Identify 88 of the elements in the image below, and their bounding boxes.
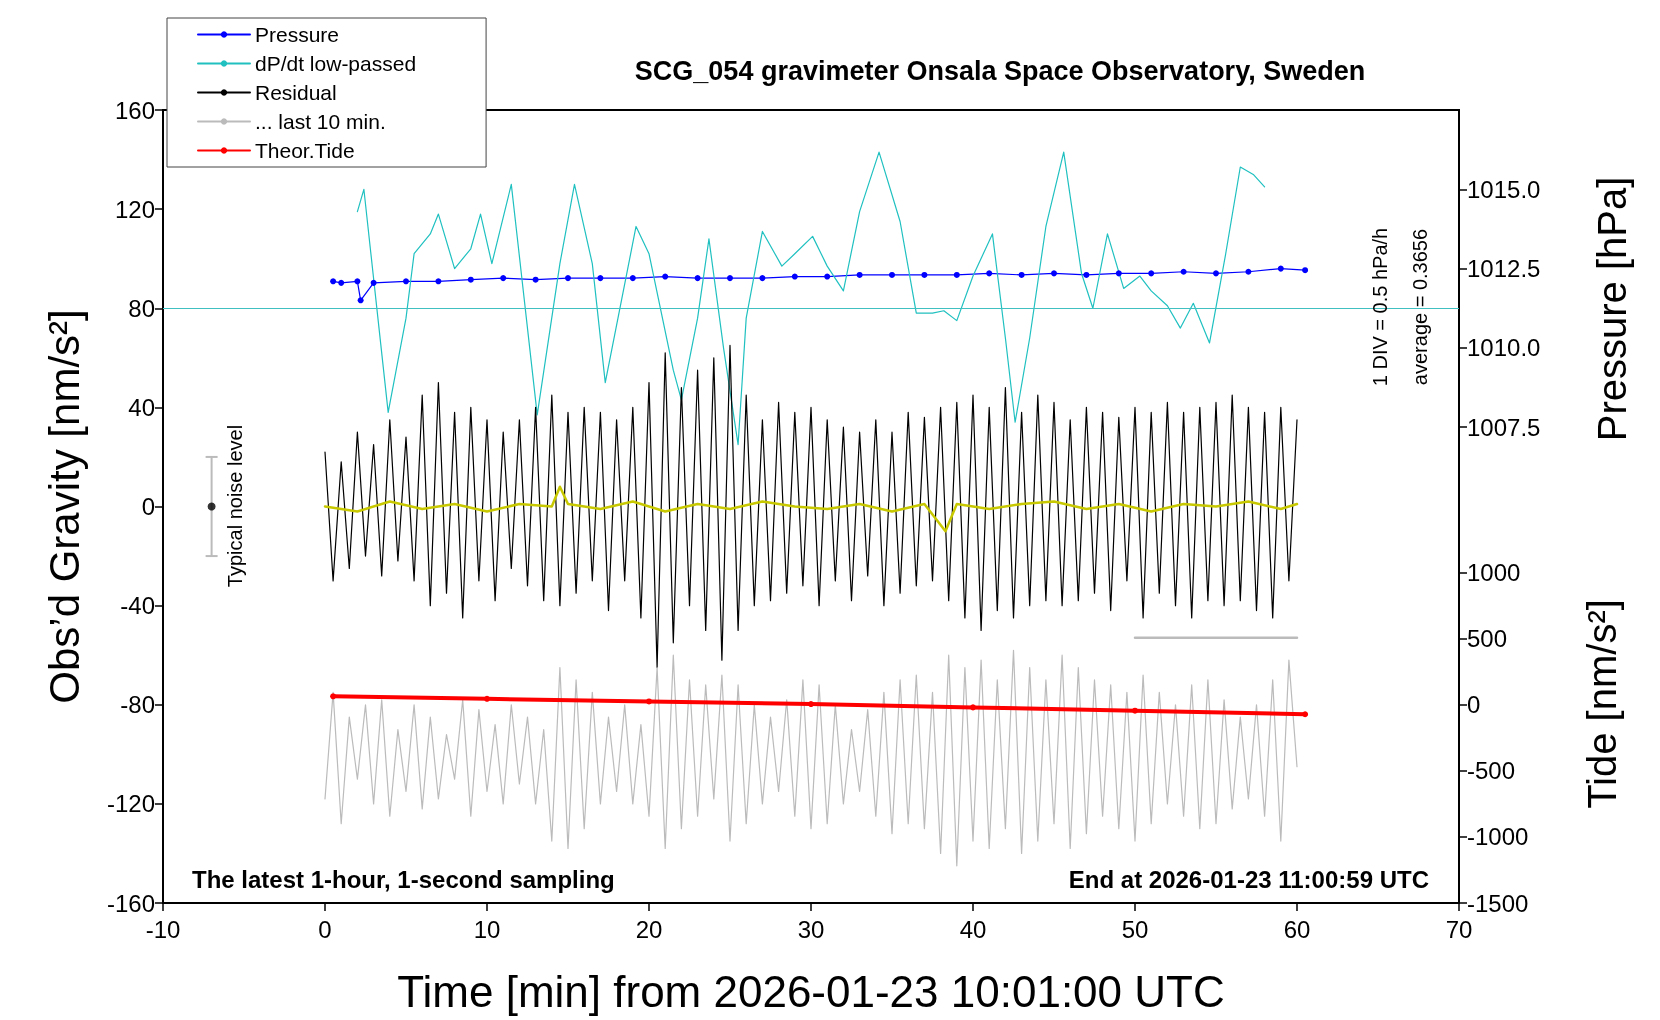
x-tick-label: 30 (797, 915, 825, 943)
line-series (324, 649, 1298, 867)
y-tick-label: -160 (106, 889, 155, 917)
point (1277, 265, 1284, 272)
point (1083, 271, 1090, 278)
annotation: average = 0.3656 (1409, 228, 1431, 386)
y-axis-title: Obs’d Gravity [nm/s²] (40, 309, 88, 704)
y2-axis-title: Pressure [hPa] (1590, 176, 1634, 442)
point (1213, 270, 1219, 277)
legend-label: Theor.Tide (255, 139, 355, 162)
point (435, 278, 442, 285)
y-tick-label: -80 (120, 691, 155, 719)
y2-tick-label: 1007.5 (1467, 413, 1541, 441)
point (370, 279, 377, 286)
x-tick-label: 20 (635, 915, 663, 943)
y-tick-label: -40 (120, 592, 155, 620)
point (467, 276, 474, 283)
y-tick-label: 120 (114, 195, 155, 223)
point (330, 278, 337, 285)
point (759, 275, 766, 282)
point (330, 693, 337, 700)
y-tick-label: -120 (106, 790, 155, 818)
point (403, 278, 409, 285)
x-tick-label: 40 (959, 915, 987, 943)
annotation: Typical noise level (224, 424, 246, 588)
point (662, 273, 669, 280)
x-tick-label: 60 (1283, 915, 1311, 943)
y3-tick-label: -1500 (1467, 889, 1529, 917)
y2-tick-label: 1012.5 (1467, 255, 1541, 283)
point (1132, 707, 1138, 714)
y3-axis-title: Tide [nm/s²] (1580, 599, 1624, 809)
point (1148, 270, 1155, 277)
point (986, 270, 993, 277)
point (808, 701, 814, 708)
annotation: The latest 1-hour, 1-second sampling (192, 865, 615, 893)
point (889, 271, 895, 278)
point (565, 275, 571, 282)
point (727, 275, 733, 282)
x-tick-label: -10 (145, 915, 181, 943)
y3-tick-label: 500 (1467, 625, 1508, 653)
x-axis-title: Time [min] from 2026-01-23 10:01:00 UTC (397, 966, 1225, 1016)
point (500, 275, 507, 282)
legend-label: Pressure (255, 23, 340, 46)
point (597, 275, 604, 282)
y2-tick-label: 1015.0 (1467, 175, 1541, 203)
point (1302, 267, 1309, 274)
annotation: End at 2026-01-23 11:00:59 UTC (1068, 865, 1429, 893)
point (1115, 270, 1122, 277)
point (1051, 270, 1057, 277)
point (1018, 271, 1025, 278)
point (646, 698, 652, 705)
y-tick-label: 0 (141, 493, 155, 520)
line-series (356, 151, 1266, 446)
point (1302, 711, 1309, 718)
line-series (323, 485, 1299, 533)
point (921, 271, 928, 278)
y3-tick-label: 1000 (1467, 559, 1521, 587)
line-series (324, 344, 1298, 669)
point (791, 273, 798, 280)
point (1245, 268, 1252, 275)
point (1180, 268, 1187, 275)
y2-tick-label: 1010.0 (1467, 334, 1541, 362)
y3-tick-label: -500 (1467, 757, 1516, 785)
point (629, 275, 636, 282)
point (354, 278, 361, 285)
x-tick-label: 70 (1445, 915, 1473, 943)
y-tick-label: 40 (128, 393, 155, 421)
legend-label: dP/dt low-passed (255, 52, 417, 75)
point (338, 279, 345, 286)
legend-label: Residual (255, 81, 337, 104)
y3-tick-label: -1000 (1467, 823, 1529, 851)
point (357, 297, 364, 304)
point (532, 276, 539, 283)
annotation: 1 DIV = 0.5 hPa/h (1369, 227, 1391, 387)
x-tick-label: 0 (318, 915, 332, 943)
x-tick-label: 50 (1121, 915, 1149, 943)
point (856, 271, 863, 278)
point (953, 271, 960, 278)
legend-label: ... last 10 min. (255, 110, 386, 133)
x-tick-label: 10 (473, 915, 501, 943)
chart-title: SCG_054 gravimeter Onsala Space Observatory, Sweden (634, 55, 1366, 86)
point (970, 704, 976, 711)
y-tick-label: 80 (128, 294, 155, 322)
point (824, 273, 831, 280)
y3-tick-label: 0 (1467, 691, 1481, 719)
point (694, 275, 701, 282)
y-tick-label: 160 (114, 96, 155, 124)
point (484, 695, 490, 702)
